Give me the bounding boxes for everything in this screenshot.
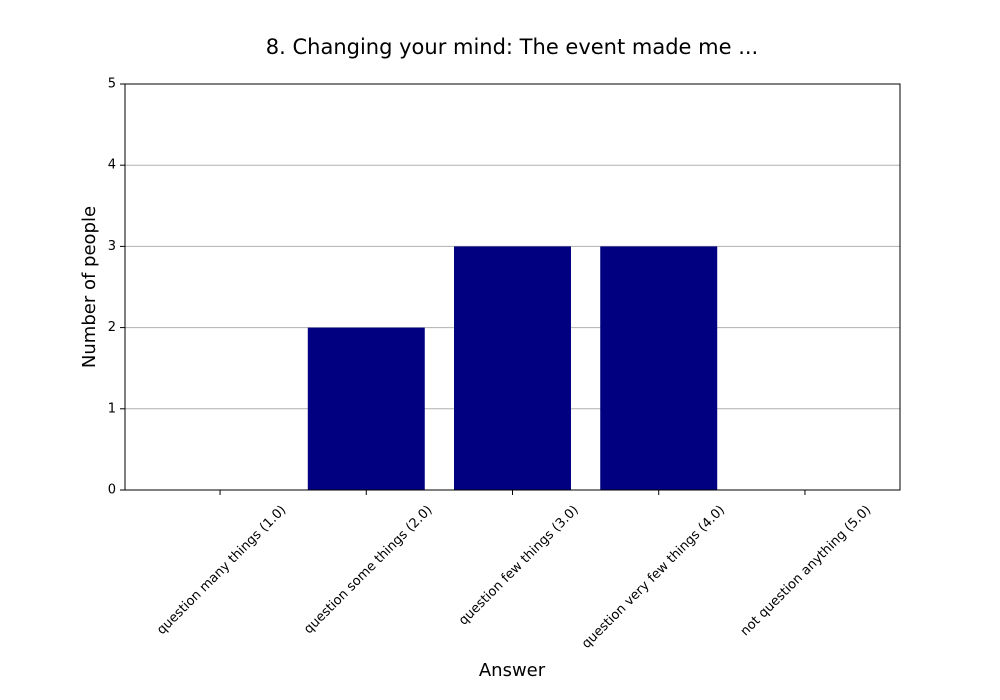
bar	[307, 327, 425, 490]
x-axis-label: Answer	[479, 660, 546, 681]
chart-title: 8. Changing your mind: The event made me…	[266, 35, 758, 59]
y-tick-label: 1	[108, 401, 116, 416]
plot-frame	[124, 83, 901, 491]
y-tick-label: 2	[108, 320, 116, 335]
y-tick-label: 4	[108, 158, 116, 173]
y-tick-label: 3	[108, 239, 116, 254]
y-tick-label: 0	[108, 483, 116, 498]
y-tick-label: 5	[108, 77, 116, 92]
bar	[600, 246, 718, 490]
bar	[454, 246, 571, 490]
y-axis-label: Number of people	[79, 206, 100, 368]
